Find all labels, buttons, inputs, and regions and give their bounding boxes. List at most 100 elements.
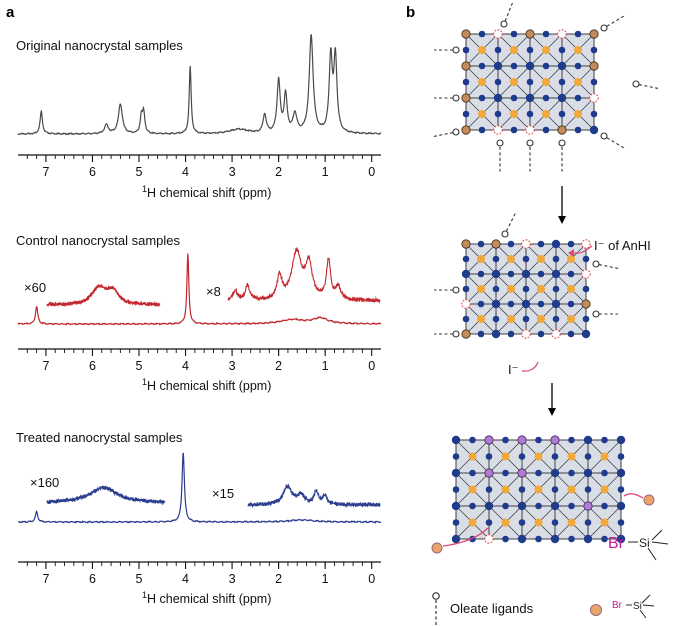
brsi-legend-icon <box>590 604 602 616</box>
oleate-ligand <box>526 139 534 147</box>
si-methyl-1 <box>651 529 663 541</box>
lattice-cation <box>468 485 477 494</box>
lattice-anion <box>551 519 559 526</box>
lattice-cation <box>534 485 543 494</box>
x-tick-label: 5 <box>136 359 143 373</box>
panel-a-label: a <box>6 4 15 21</box>
lattice-cation <box>501 485 510 494</box>
lattice-anion <box>477 240 485 248</box>
lattice-anion <box>617 519 625 526</box>
lattice-anion <box>574 94 582 102</box>
lattice-anion <box>478 30 486 38</box>
lattice-anion <box>601 469 608 477</box>
lattice-anion <box>601 502 608 510</box>
x-tick-label: 3 <box>229 359 236 373</box>
x-tick-label: 7 <box>42 572 49 586</box>
lattice-cation <box>537 255 545 263</box>
lattice-anion <box>550 468 560 478</box>
lattice-anion <box>542 62 550 70</box>
lattice-anion <box>469 502 476 510</box>
oleate-bound-site <box>525 29 535 39</box>
lattice-anion <box>568 502 575 510</box>
lattice-anion <box>550 534 560 544</box>
lattice-anion <box>582 285 590 293</box>
oleate-bound-site <box>581 299 591 309</box>
lattice-cation <box>567 485 576 494</box>
lattice-anion <box>462 315 470 323</box>
oleate-ligand <box>600 132 608 140</box>
x-tick-label: 6 <box>89 359 96 373</box>
lattice-cation <box>478 46 486 54</box>
lattice-cation <box>574 78 582 86</box>
x-tick-label: 2 <box>275 165 282 179</box>
lattice-anion <box>590 110 598 118</box>
oleate-ligand <box>592 310 600 318</box>
vacancy-site <box>581 239 591 249</box>
lattice-cation <box>501 518 510 527</box>
brsi-molecule <box>431 542 443 554</box>
lattice-anion <box>451 501 461 511</box>
spectrum-title-control: Control nanocrystal samples <box>16 233 181 248</box>
x-axis-label-text: H chemical shift (ppm) <box>147 186 271 200</box>
lattice-anion <box>494 110 502 118</box>
lattice-anion <box>491 299 501 309</box>
oleate-legend-icon <box>432 592 440 600</box>
vacancy-site <box>493 29 503 39</box>
lattice-anion <box>452 486 460 493</box>
x-tick-label: 1 <box>322 572 329 586</box>
lattice-anion <box>558 78 566 86</box>
lattice-cation <box>567 315 575 323</box>
lattice-anion <box>491 269 501 279</box>
x-tick-label: 2 <box>275 359 282 373</box>
oleate-ligand <box>632 80 640 88</box>
spectrum-treated: Treated nanocrystal samples ×160 ×15 7 6 5… <box>16 430 382 586</box>
brsi-legend-si: Si <box>633 601 642 612</box>
oleate-ligand <box>452 46 460 54</box>
x-tick-label: 5 <box>136 572 143 586</box>
lattice-anion <box>567 270 575 278</box>
lattice-anion <box>518 486 526 493</box>
oleate-ligand <box>452 94 460 102</box>
lattice-cation <box>600 485 609 494</box>
x-tick-label: 4 <box>182 572 189 586</box>
multiplier-x8: ×8 <box>206 284 221 299</box>
lattice-anion <box>502 436 509 444</box>
lattice-anion <box>616 435 626 445</box>
stage-arrow-1-head <box>558 216 566 224</box>
lattice-anion <box>521 299 531 309</box>
lattice-cation <box>537 285 545 293</box>
lattice-anion <box>494 78 502 86</box>
vacancy-site <box>484 534 494 544</box>
lattice-anion <box>616 534 626 544</box>
lattice-anion <box>590 46 598 54</box>
oleate-ligand <box>452 128 460 136</box>
lattice-anion <box>584 519 592 526</box>
x-axis-label-sup: 1 <box>142 184 147 194</box>
lattice-anion <box>568 436 575 444</box>
lattice-anion <box>518 519 526 526</box>
lattice-anion <box>517 501 527 511</box>
lattice-cation <box>542 110 550 118</box>
lattice-anion <box>601 535 608 543</box>
x-axis-label-text: H chemical shift (ppm) <box>147 592 271 606</box>
lattice-anion <box>535 469 542 477</box>
lattice-anion <box>558 110 566 118</box>
lattice-anion <box>510 30 518 38</box>
lattice-cation <box>501 452 510 461</box>
lattice-anion <box>568 535 575 543</box>
pink-reaction-arrow <box>442 527 489 547</box>
lattice-anion <box>526 110 534 118</box>
x-tick-label: 4 <box>182 165 189 179</box>
lattice-cation <box>477 255 485 263</box>
x-axis-label-control: 1H chemical shift (ppm) <box>142 377 271 393</box>
lattice-anion <box>518 453 526 460</box>
inset-line-1-2 <box>227 247 381 304</box>
lattice-cation <box>567 285 575 293</box>
vacancy-site <box>557 29 567 39</box>
lattice-anion <box>568 469 575 477</box>
pink-reaction-arrow <box>623 493 644 499</box>
lattice-anion <box>477 270 485 278</box>
lattice-cation <box>510 110 518 118</box>
multiplier-x60: ×60 <box>24 280 46 295</box>
